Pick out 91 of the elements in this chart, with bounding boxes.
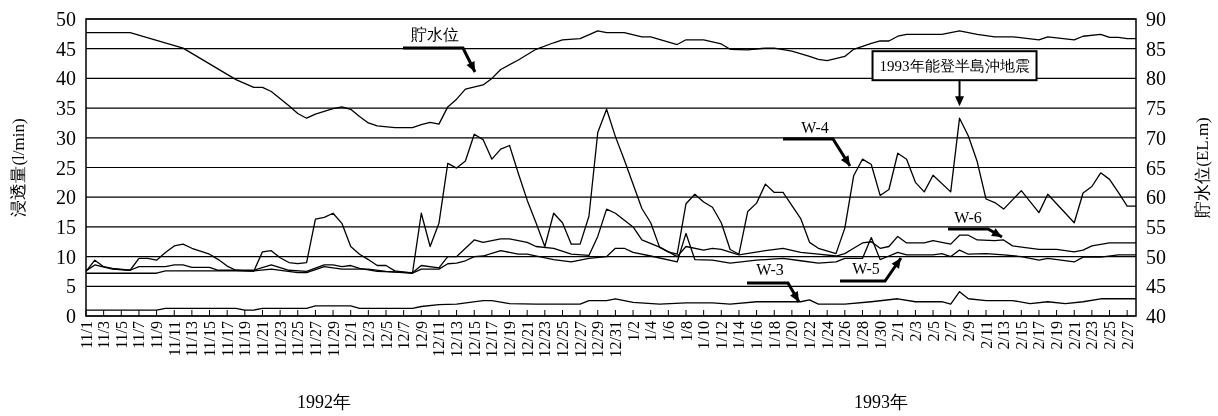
y-tick-label: 10 bbox=[56, 245, 76, 268]
x-tick-label: 2/5 bbox=[924, 321, 942, 342]
x-tick-label: 12/1 bbox=[342, 321, 360, 350]
annotation: 1993年能登半島沖地震 bbox=[871, 50, 1038, 107]
x-tick-label: 11/1 bbox=[77, 321, 95, 349]
y2-tick-label: 45 bbox=[1146, 275, 1166, 298]
series-label: W-3 bbox=[756, 261, 784, 278]
x-tick-label: 12/25 bbox=[553, 321, 571, 358]
x-tick-label: 12/5 bbox=[377, 321, 395, 350]
legend-label: W-5 bbox=[852, 260, 880, 277]
annotation: 1993年 bbox=[854, 392, 908, 412]
series-label: W-6 bbox=[954, 209, 982, 226]
y2-axis-title: 貯水位(EL.m) bbox=[1193, 117, 1212, 218]
x-tick-label: 11/9 bbox=[148, 321, 166, 349]
x-tick-label: 11/27 bbox=[306, 321, 324, 357]
x-tick-label: 12/23 bbox=[536, 321, 554, 358]
y2-tick-label: 50 bbox=[1146, 245, 1166, 268]
y2-tick-label: 80 bbox=[1146, 67, 1166, 90]
x-tick-label: 1/8 bbox=[677, 321, 695, 342]
x-tick-label: 2/17 bbox=[1030, 321, 1048, 350]
x-tick-label: 12/29 bbox=[589, 321, 607, 358]
y-tick-label: 45 bbox=[56, 37, 76, 60]
x-tick-label: 11/17 bbox=[218, 321, 236, 357]
x-tick-label: 2/15 bbox=[1012, 321, 1030, 350]
x-tick-label: 2/9 bbox=[959, 321, 977, 342]
x-tick-label: 2/23 bbox=[1083, 321, 1101, 350]
x-tick-label: 11/21 bbox=[253, 321, 271, 357]
x-tick-label: 1/12 bbox=[712, 321, 730, 350]
x-tick-label: 2/7 bbox=[942, 321, 960, 342]
x-tick-label: 12/9 bbox=[412, 321, 430, 350]
x-tick-label: 2/1 bbox=[889, 321, 907, 342]
x-tick-label: 2/27 bbox=[1118, 321, 1136, 350]
x-tick-label: 12/7 bbox=[395, 321, 413, 350]
x-tick-label: 11/3 bbox=[95, 321, 113, 349]
x-tick-label: 12/31 bbox=[606, 321, 624, 358]
x-tick-label: 1/2 bbox=[624, 321, 642, 342]
annotation: 1992年 bbox=[297, 392, 351, 412]
x-tick-label: 2/11 bbox=[977, 321, 995, 349]
y2-tick-label: 70 bbox=[1146, 126, 1166, 149]
y2-tick-label: 65 bbox=[1146, 156, 1166, 179]
y-tick-label: 35 bbox=[56, 97, 76, 120]
x-tick-label: 1/4 bbox=[642, 321, 660, 342]
x-tick-label: 12/3 bbox=[359, 321, 377, 350]
y2-tick-label: 75 bbox=[1146, 97, 1166, 120]
x-tick-label: 12/17 bbox=[483, 321, 501, 358]
x-tick-label: 11/15 bbox=[201, 321, 219, 357]
y2-tick-label: 55 bbox=[1146, 215, 1166, 238]
x-tick-label: 1/24 bbox=[818, 321, 836, 350]
x-tick-label: 11/25 bbox=[289, 321, 307, 357]
x-tick-label: 1/30 bbox=[871, 321, 889, 350]
x-tick-label: 11/7 bbox=[130, 321, 148, 349]
annotation: 1993年能登半島沖地震 bbox=[879, 58, 1030, 75]
x-tick-label: 1/18 bbox=[765, 321, 783, 350]
x-tick-label: 1/20 bbox=[783, 321, 801, 350]
y2-tick-label: 90 bbox=[1146, 8, 1166, 30]
y-tick-label: 5 bbox=[66, 275, 76, 298]
y2-tick-label: 60 bbox=[1146, 186, 1166, 209]
y2-tick-label: 85 bbox=[1146, 37, 1166, 60]
x-tick-label: 2/25 bbox=[1101, 321, 1119, 350]
y-tick-label: 25 bbox=[56, 156, 76, 179]
y-axis-title: 浸透量(l/min) bbox=[9, 118, 28, 217]
x-tick-label: 11/13 bbox=[183, 321, 201, 357]
x-tick-label: 1/26 bbox=[836, 321, 854, 350]
x-tick-label: 12/15 bbox=[465, 321, 483, 358]
x-tick-label: 11/29 bbox=[324, 321, 342, 357]
y-tick-label: 50 bbox=[56, 8, 76, 30]
y-tick-label: 15 bbox=[56, 215, 76, 238]
x-tick-label: 1/14 bbox=[730, 321, 748, 350]
y-tick-label: 0 bbox=[66, 305, 76, 327]
y-tick-label: 40 bbox=[56, 67, 76, 90]
x-tick-label: 12/27 bbox=[571, 321, 589, 358]
x-tick-label: 11/23 bbox=[271, 321, 289, 357]
x-tick-label: 12/19 bbox=[501, 321, 519, 358]
x-tick-label: 2/19 bbox=[1048, 321, 1066, 350]
x-tick-label: 11/19 bbox=[236, 321, 254, 357]
x-tick-label: 11/11 bbox=[165, 321, 183, 357]
x-tick-label: 12/13 bbox=[448, 321, 466, 358]
x-tick-label: 11/5 bbox=[112, 321, 130, 349]
y-tick-label: 30 bbox=[56, 126, 76, 149]
x-tick-label: 1/22 bbox=[801, 321, 819, 350]
x-tick-label: 1/16 bbox=[748, 321, 766, 350]
x-tick-label: 1/10 bbox=[695, 321, 713, 350]
x-tick-label: 1/28 bbox=[853, 321, 871, 350]
x-tick-label: 2/3 bbox=[906, 321, 924, 342]
y-tick-label: 20 bbox=[56, 186, 76, 209]
x-tick-label: 1/6 bbox=[659, 321, 677, 342]
x-tick-label: 12/11 bbox=[430, 321, 448, 357]
x-tick-label: 2/21 bbox=[1065, 321, 1083, 350]
x-tick-label: 12/21 bbox=[518, 321, 536, 358]
y2-tick-label: 40 bbox=[1146, 305, 1166, 327]
x-tick-label: 2/13 bbox=[995, 321, 1013, 350]
